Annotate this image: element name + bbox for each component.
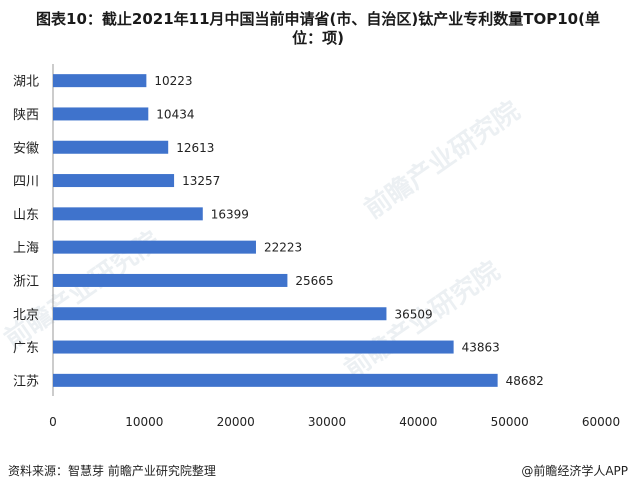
category-label-4: 山东 bbox=[13, 208, 39, 223]
value-label-9: 48682 bbox=[506, 374, 544, 388]
category-label-1: 陕西 bbox=[13, 108, 39, 123]
value-label-2: 12613 bbox=[176, 141, 214, 155]
value-label-4: 16399 bbox=[211, 207, 249, 221]
x-tick-label-6: 60000 bbox=[582, 415, 620, 429]
x-tick-label-5: 50000 bbox=[491, 415, 529, 429]
bar-9 bbox=[53, 373, 498, 387]
value-label-1: 10434 bbox=[156, 107, 194, 121]
category-label-6: 浙江 bbox=[13, 274, 39, 289]
value-label-5: 22223 bbox=[264, 241, 302, 255]
category-label-8: 广东 bbox=[13, 341, 39, 356]
x-tick-label-0: 0 bbox=[49, 415, 57, 429]
category-label-9: 江苏 bbox=[13, 373, 39, 389]
x-tick-label-1: 10000 bbox=[125, 415, 163, 429]
bar-0 bbox=[53, 74, 147, 88]
bar-8 bbox=[53, 340, 454, 354]
bar-6 bbox=[53, 273, 288, 287]
category-label-0: 湖北 bbox=[13, 75, 39, 90]
bar-2 bbox=[53, 140, 169, 154]
bar-chart: 湖北 10223 陕西 10434 安徽 12613 四川 13257 山东 16399 上海 222… bbox=[13, 64, 620, 429]
bar-1 bbox=[53, 107, 149, 121]
value-label-6: 25665 bbox=[295, 274, 333, 288]
value-label-0: 10223 bbox=[154, 74, 192, 88]
chart-title-line1: 图表10：截止2021年11月中国当前申请省(市、自治区)钛产业专利数量TOP1… bbox=[36, 10, 600, 28]
x-tick-label-4: 40000 bbox=[399, 415, 437, 429]
category-label-2: 安徽 bbox=[13, 141, 39, 156]
x-tick-label-2: 20000 bbox=[217, 415, 255, 429]
source-note: 资料来源：智慧芽 前瞻产业研究院整理 bbox=[8, 464, 216, 478]
bar-5 bbox=[53, 240, 256, 254]
x-tick-label-3: 30000 bbox=[308, 415, 346, 429]
value-label-8: 43863 bbox=[462, 341, 500, 355]
chart-title: 图表10：截止2021年11月中国当前申请省(市、自治区)钛产业专利数量TOP1… bbox=[0, 10, 636, 48]
category-label-7: 北京 bbox=[13, 308, 39, 323]
bar-3 bbox=[53, 174, 175, 188]
category-label-5: 上海 bbox=[13, 241, 39, 256]
brand-credit: @前瞻经济学人APP bbox=[521, 464, 628, 478]
bar-4 bbox=[53, 207, 203, 221]
value-label-3: 13257 bbox=[182, 174, 220, 188]
bar-7 bbox=[53, 307, 387, 321]
category-label-3: 四川 bbox=[13, 175, 39, 190]
footer: 资料来源：智慧芽 前瞻产业研究院整理 @前瞻经济学人APP bbox=[0, 462, 636, 484]
value-label-7: 36509 bbox=[394, 307, 432, 321]
chart-title-line2: 位：项) bbox=[292, 29, 344, 47]
